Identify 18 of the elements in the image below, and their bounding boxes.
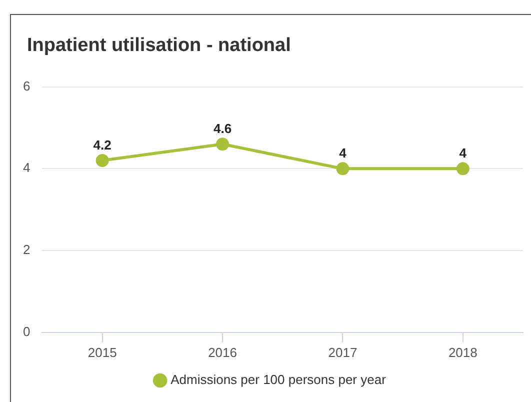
chart-title: Inpatient utilisation - national bbox=[26, 34, 292, 58]
y-tick-label: 4 bbox=[22, 160, 30, 176]
point bbox=[336, 162, 350, 176]
data-label: 4.2 bbox=[93, 138, 112, 153]
x-tick-label: 2018 bbox=[448, 344, 478, 360]
point bbox=[96, 154, 109, 167]
data-label: 4 bbox=[459, 146, 468, 161]
data-label: 4.6 bbox=[213, 121, 232, 136]
y-tick-label: 2 bbox=[22, 242, 30, 258]
y-tick-label: 6 bbox=[22, 78, 30, 94]
data-label: 4 bbox=[339, 146, 348, 161]
x-tick-label: 2016 bbox=[208, 344, 237, 360]
y-tick-label: 0 bbox=[22, 324, 30, 339]
x-tick-label: 2017 bbox=[328, 344, 358, 360]
point bbox=[456, 162, 470, 176]
point bbox=[216, 138, 230, 151]
x-tick-label: 2015 bbox=[88, 344, 117, 360]
legend-label: Admissions per 100 persons per year bbox=[170, 372, 387, 388]
